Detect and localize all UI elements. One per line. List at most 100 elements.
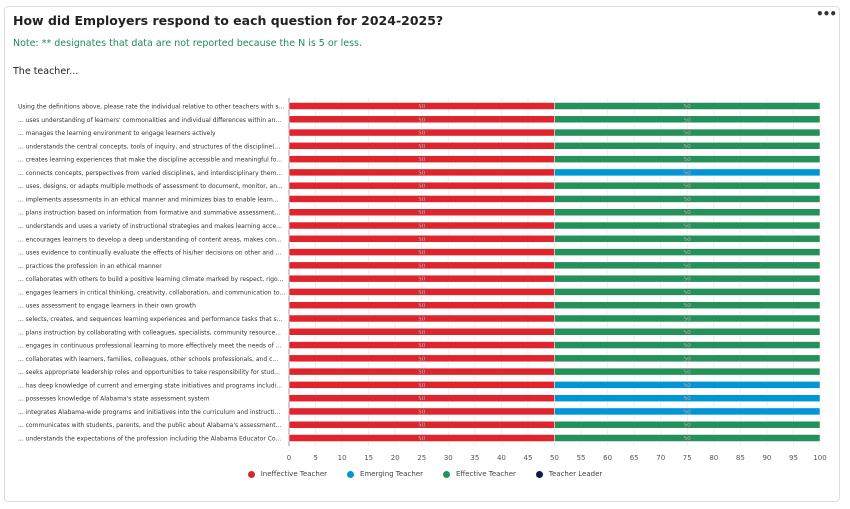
data-label: 50 <box>418 383 425 389</box>
data-label: 50 <box>684 356 691 362</box>
category-label: ... selects, creates, and sequences lear… <box>18 316 282 323</box>
legend-label: Effective Teacher <box>455 470 516 478</box>
category-label: ... integrates Alabama-wide programs and… <box>18 409 280 416</box>
x-tick-label: 30 <box>444 454 453 462</box>
x-tick-label: 50 <box>550 454 559 462</box>
x-tick-label: 85 <box>736 454 745 462</box>
category-label: ... plans instruction based on informati… <box>18 210 280 217</box>
data-label: 50 <box>684 157 691 163</box>
x-tick-label: 65 <box>630 454 639 462</box>
legend-label: Teacher Leader <box>548 470 603 478</box>
data-label: 50 <box>418 104 425 110</box>
x-tick-label: 80 <box>709 454 718 462</box>
bar-segment <box>554 235 821 243</box>
bar-segment <box>554 394 821 402</box>
bar-segment <box>554 261 821 270</box>
category-label: ... engages in continuous professional l… <box>18 343 281 350</box>
legend-label: Ineffective Teacher <box>260 470 328 478</box>
bar-segment <box>554 341 821 349</box>
category-label: ... plans instruction by collaborating w… <box>18 329 281 336</box>
data-label: 50 <box>418 330 425 336</box>
x-tick-label: 20 <box>391 454 400 462</box>
data-label: 50 <box>418 250 425 256</box>
data-label: 50 <box>418 436 425 442</box>
bar-segment <box>554 288 821 296</box>
data-label: 50 <box>684 343 691 349</box>
legend-dot-icon <box>535 470 543 478</box>
legend-item[interactable]: Teacher Leader <box>535 470 603 478</box>
category-label: ... encourages learners to develop a dee… <box>18 236 282 243</box>
bar-segment <box>554 181 821 190</box>
bar-segment <box>554 381 821 389</box>
data-label: 50 <box>684 184 691 190</box>
category-label: ... communicates with students, parents,… <box>18 422 281 429</box>
data-label: 50 <box>684 250 691 256</box>
bar-segment <box>554 102 821 110</box>
category-label: ... seeks appropriate leadership roles a… <box>18 369 280 376</box>
data-label: 50 <box>684 237 691 243</box>
x-tick-label: 25 <box>417 454 426 462</box>
data-label: 50 <box>418 290 425 296</box>
x-tick-label: 0 <box>287 454 291 462</box>
data-label: 50 <box>684 144 691 150</box>
data-label: 50 <box>418 303 425 309</box>
data-label: 50 <box>418 131 425 137</box>
legend: Ineffective Teacher Emerging Teacher Effec… <box>0 470 850 478</box>
data-label: 50 <box>684 303 691 309</box>
category-label: ... practices the profession in an ethic… <box>18 263 162 270</box>
data-label: 50 <box>684 131 691 137</box>
x-tick-label: 5 <box>313 454 317 462</box>
legend-dot-icon <box>247 470 255 478</box>
chart-subtitle: The teacher... <box>13 66 79 77</box>
bar-segment <box>554 221 821 230</box>
bar-segment <box>554 195 821 203</box>
category-label: ... understands and uses a variety of in… <box>18 223 282 230</box>
category-label: ... uses assessment to engage learners i… <box>18 303 196 310</box>
chart-note: Note: ** designates that data are not re… <box>13 38 363 49</box>
legend-dot-icon <box>442 470 450 478</box>
category-label: ... connects concepts, perspectives from… <box>18 170 282 177</box>
category-label: ... engages learners in critical thinkin… <box>18 289 285 296</box>
data-label: 50 <box>684 330 691 336</box>
category-label: ... uses evidence to continually evaluat… <box>18 250 281 257</box>
data-label: 50 <box>684 224 691 230</box>
data-label: 50 <box>684 104 691 110</box>
x-tick-label: 45 <box>523 454 532 462</box>
legend-item[interactable]: Ineffective Teacher <box>247 470 328 478</box>
data-label: 50 <box>418 277 425 283</box>
legend-dot-icon <box>347 470 355 478</box>
data-label: 50 <box>418 117 425 123</box>
category-label: ... understands the central concepts, to… <box>18 143 280 150</box>
data-label: 50 <box>418 409 425 415</box>
bar-segment <box>554 142 821 150</box>
category-label: ... manages the learning environment to … <box>18 130 216 137</box>
x-tick-label: 90 <box>762 454 771 462</box>
bar-segment <box>554 354 821 363</box>
bar-segment <box>554 208 821 216</box>
category-label: ... possesses knowledge of Alabama's sta… <box>18 396 210 403</box>
data-label: 50 <box>418 370 425 376</box>
data-label: 50 <box>418 396 425 402</box>
category-label: ... uses, designs, or adapts multiple me… <box>18 183 283 190</box>
data-label: 50 <box>684 316 691 322</box>
data-label: 50 <box>684 277 691 283</box>
bar-segment <box>554 420 821 429</box>
legend-item[interactable]: Emerging Teacher <box>347 470 423 478</box>
data-label: 50 <box>418 224 425 230</box>
bar-segment <box>554 155 821 163</box>
bar-segment <box>554 328 821 336</box>
more-options-icon[interactable]: ••• <box>815 7 837 21</box>
x-tick-label: 15 <box>364 454 373 462</box>
data-label: 50 <box>418 423 425 429</box>
data-label: 50 <box>418 210 425 216</box>
x-tick-label: 75 <box>683 454 692 462</box>
data-label: 50 <box>684 383 691 389</box>
data-label: 50 <box>684 436 691 442</box>
data-label: 50 <box>418 343 425 349</box>
legend-item[interactable]: Effective Teacher <box>442 470 516 478</box>
category-label: ... creates learning experiences that ma… <box>18 157 282 164</box>
x-tick-label: 10 <box>338 454 347 462</box>
x-tick-label: 95 <box>789 454 798 462</box>
data-label: 50 <box>684 290 691 296</box>
